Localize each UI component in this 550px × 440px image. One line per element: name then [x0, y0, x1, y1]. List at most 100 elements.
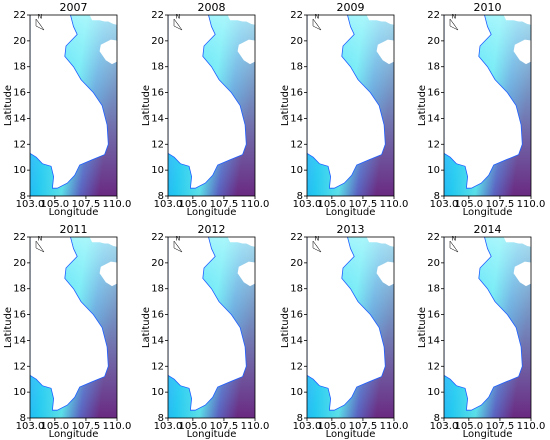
panel-title: 2012	[198, 223, 226, 236]
y-tick-label: 14	[151, 113, 164, 124]
axes-frame	[29, 236, 118, 419]
land	[227, 237, 255, 247]
y-tick-label: 16	[151, 310, 164, 321]
y-tick-label: 12	[427, 139, 440, 150]
x-tick-label: 107.5	[486, 199, 515, 210]
land	[513, 39, 531, 65]
x-tick-label: 103.0	[16, 421, 45, 432]
axes-frame	[443, 14, 532, 197]
north-label: N	[315, 236, 320, 243]
north-arrow	[313, 19, 321, 30]
y-tick-label: 20	[151, 36, 164, 47]
y-tick-label: 18	[427, 284, 440, 295]
land	[168, 237, 247, 411]
north-arrow	[450, 241, 458, 252]
y-tick-label: 10	[290, 387, 303, 398]
y-axis-label: Latitude	[3, 307, 14, 348]
y-tick-label: 22	[290, 10, 303, 21]
x-tick-label: 105.0	[179, 199, 208, 210]
panel-title: 2009	[337, 1, 365, 14]
y-tick-label: 14	[13, 335, 26, 346]
axes-frame	[443, 236, 532, 419]
land	[307, 15, 386, 189]
x-axis-label: Longitude	[49, 429, 99, 440]
land	[444, 237, 523, 411]
panel-title: 2014	[474, 223, 502, 236]
x-tick-label: 105.0	[455, 421, 484, 432]
y-tick-label: 16	[290, 310, 303, 321]
x-axis-label: Longitude	[463, 429, 513, 440]
x-tick-label: 105.0	[41, 199, 70, 210]
north-arrow	[174, 241, 182, 252]
land	[237, 39, 255, 65]
axes-frame	[29, 14, 118, 197]
panel-title: 2013	[337, 223, 365, 236]
y-tick-label: 10	[427, 387, 440, 398]
x-axis-label: Longitude	[187, 429, 237, 440]
y-tick-label: 20	[13, 36, 26, 47]
y-tick-label: 8	[20, 413, 26, 424]
y-tick-label: 14	[290, 335, 303, 346]
y-axis-label: Latitude	[3, 85, 14, 126]
y-tick-label: 22	[427, 232, 440, 243]
y-tick-label: 22	[13, 10, 26, 21]
land	[89, 15, 117, 25]
axes-frame	[167, 14, 256, 197]
land	[30, 15, 109, 189]
y-tick-label: 10	[290, 165, 303, 176]
north-label: N	[38, 236, 43, 243]
x-tick-label: 107.5	[210, 421, 239, 432]
land	[307, 237, 386, 411]
land	[168, 15, 247, 189]
map-area	[30, 15, 117, 196]
y-tick-label: 20	[13, 258, 26, 269]
y-tick-label: 12	[13, 139, 26, 150]
x-tick-label: 110.0	[241, 199, 270, 210]
north-arrow	[174, 19, 182, 30]
land	[237, 261, 255, 287]
x-tick-label: 107.5	[210, 199, 239, 210]
y-tick-label: 8	[297, 191, 303, 202]
y-tick-label: 18	[290, 284, 303, 295]
x-axis-label: Longitude	[326, 429, 376, 440]
panel-title: 2011	[60, 223, 88, 236]
y-tick-label: 20	[290, 36, 303, 47]
y-tick-label: 22	[151, 232, 164, 243]
map-area	[307, 237, 394, 418]
x-tick-label: 110.0	[380, 199, 409, 210]
x-tick-label: 103.0	[16, 199, 45, 210]
map-area	[168, 15, 255, 196]
y-tick-label: 10	[151, 387, 164, 398]
land	[227, 15, 255, 25]
north-label: N	[452, 236, 457, 243]
x-axis-label: Longitude	[49, 207, 99, 218]
land	[89, 237, 117, 247]
x-tick-label: 103.0	[430, 421, 459, 432]
land	[30, 237, 109, 411]
map-area	[30, 237, 117, 418]
y-tick-label: 12	[290, 139, 303, 150]
y-axis-label: Latitude	[141, 85, 152, 126]
land	[513, 261, 531, 287]
x-tick-label: 110.0	[103, 421, 132, 432]
y-tick-label: 20	[427, 36, 440, 47]
y-tick-label: 18	[13, 62, 26, 73]
x-tick-label: 103.0	[154, 199, 183, 210]
y-tick-label: 12	[13, 361, 26, 372]
x-tick-label: 110.0	[241, 421, 270, 432]
north-label: N	[315, 14, 320, 21]
y-tick-label: 10	[13, 165, 26, 176]
y-tick-label: 16	[427, 88, 440, 99]
y-tick-label: 8	[434, 413, 440, 424]
y-tick-label: 22	[13, 232, 26, 243]
axes-frame	[167, 236, 256, 419]
y-tick-label: 14	[151, 335, 164, 346]
